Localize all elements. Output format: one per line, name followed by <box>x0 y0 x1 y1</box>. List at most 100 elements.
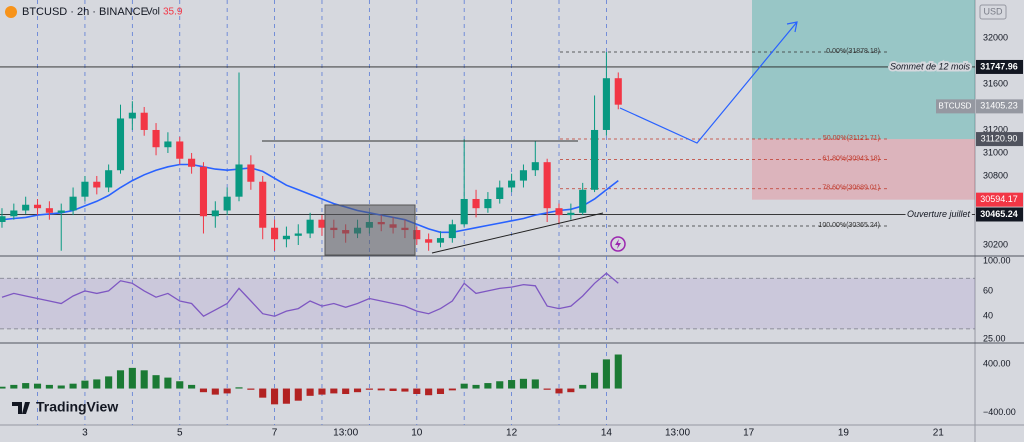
histogram-bar <box>247 388 255 390</box>
rsi-tick-label: 40 <box>983 311 993 321</box>
candle-body <box>508 180 516 188</box>
histogram-bar <box>389 388 397 391</box>
histogram-bar <box>116 370 125 389</box>
candle-body <box>602 78 610 130</box>
histogram-bar <box>140 370 148 389</box>
histogram-bar <box>45 384 53 389</box>
histogram-bar <box>294 388 302 401</box>
alert-bolt <box>615 239 621 249</box>
histogram-bar <box>81 380 89 389</box>
y-tick-label: 32000 <box>983 32 1008 42</box>
last-price-name: BTCUSD <box>939 101 972 110</box>
candle-body <box>93 181 101 188</box>
range-box <box>324 204 416 256</box>
alert-icon[interactable] <box>610 236 626 252</box>
histogram-bar <box>484 383 492 389</box>
candle-body <box>543 162 551 209</box>
histogram-bar <box>57 385 65 389</box>
candle-body <box>496 187 504 199</box>
candle-body <box>10 210 18 217</box>
y-tick-label: 31600 <box>983 78 1008 88</box>
y-tick-label: 30200 <box>983 239 1008 249</box>
logo-text: TradingView <box>36 399 118 415</box>
histogram-bar <box>235 387 243 389</box>
x-tick-label: 13:00 <box>665 428 690 439</box>
volume-value: 35.9 <box>163 7 183 18</box>
histogram-bar <box>496 381 504 389</box>
fib-label: 50.00%(31121.71) <box>823 135 880 142</box>
histogram-bar <box>425 388 433 396</box>
rsi-line <box>1 272 619 318</box>
candle-body <box>188 158 196 167</box>
candle-body <box>140 112 148 130</box>
y-tick-label: 31200 <box>983 124 1008 134</box>
candle-body <box>425 239 433 243</box>
candle-body <box>199 166 208 217</box>
candle-body <box>247 164 255 182</box>
histogram-bar <box>519 378 528 389</box>
histogram-bar <box>436 388 445 395</box>
histogram-bar <box>413 388 421 395</box>
histogram-bar <box>377 388 385 391</box>
volume-label: Vol <box>146 7 160 18</box>
histogram-bar <box>614 354 622 389</box>
histogram-bar <box>33 383 42 389</box>
rsi-band <box>0 278 975 329</box>
macd-tick-label: −400.00 <box>983 407 1016 417</box>
candle-body <box>579 189 587 213</box>
candle-body <box>271 227 279 240</box>
candle-body <box>519 170 528 181</box>
candle-body <box>614 78 622 105</box>
histogram-bar <box>0 386 6 389</box>
candle-body <box>164 141 172 148</box>
histogram-bar <box>164 377 172 389</box>
currency: USD <box>983 6 1003 16</box>
entry-tag <box>976 132 1023 147</box>
last-price-name-bg <box>936 99 975 114</box>
histogram-bar <box>105 376 113 389</box>
histogram-bar <box>128 367 136 389</box>
candle-body <box>555 208 563 216</box>
histogram-bar <box>93 379 101 389</box>
symbol-title[interactable]: BTCUSD · 2h · BINANCE <box>22 6 148 18</box>
candle-body <box>235 164 243 197</box>
candle-body <box>69 196 77 211</box>
candle-body <box>57 210 65 213</box>
y-tick-label: 30800 <box>983 170 1008 180</box>
candle-body <box>448 224 456 239</box>
rsi-scale-top: 100.00 <box>983 255 1011 265</box>
x-tick-label: 10 <box>411 428 423 439</box>
histogram-bar <box>152 375 160 389</box>
stop-zone <box>752 139 975 200</box>
candle-body <box>116 118 125 171</box>
candle-body <box>472 198 480 209</box>
x-tick-label: 13:00 <box>333 428 358 439</box>
candle-body <box>176 141 184 159</box>
histogram-bar <box>223 388 231 394</box>
level-tag-text: 30465.24 <box>980 209 1018 219</box>
arrow-head <box>786 21 798 33</box>
x-tick-label: 5 <box>177 428 183 439</box>
candle-body <box>128 112 136 119</box>
histogram-bar <box>22 383 30 389</box>
histogram-bar <box>318 388 326 395</box>
histogram-bar <box>10 384 18 389</box>
x-tick-label: 17 <box>743 428 755 439</box>
candle-body <box>152 129 160 148</box>
level-tag <box>976 207 1023 222</box>
x-tick-label: 14 <box>601 428 613 439</box>
histogram-bar <box>176 381 184 389</box>
symbol-icon <box>5 6 17 18</box>
currency-tag[interactable] <box>979 4 1007 20</box>
candle-body <box>531 162 539 171</box>
candle-body <box>22 204 30 211</box>
histogram-bar <box>602 359 610 389</box>
candle-body <box>306 219 314 234</box>
rsi-tick-label: 60 <box>983 285 993 295</box>
level-name: Sommet de 12 mois <box>890 61 971 71</box>
candle-body <box>259 181 267 228</box>
x-tick-label: 19 <box>838 428 850 439</box>
histogram-bar <box>508 380 516 389</box>
last-price-text: 31405.23 <box>980 101 1018 111</box>
